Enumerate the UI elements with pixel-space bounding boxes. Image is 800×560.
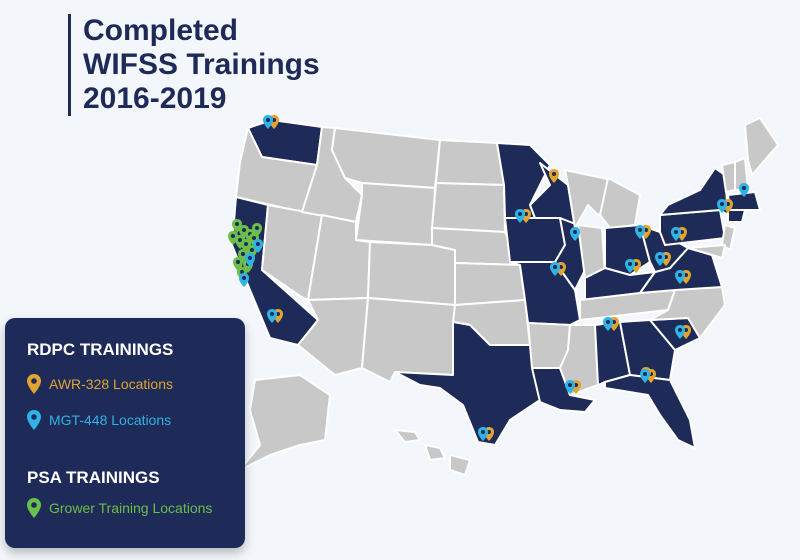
grower-label: Grower Training Locations	[49, 500, 213, 516]
map-pin-icon	[570, 227, 580, 241]
mgt-label: MGT-448 Locations	[49, 412, 172, 428]
map-pin-icon	[478, 427, 488, 441]
state-ny	[659, 167, 729, 216]
rdpc-heading: RDPC TRAININGS	[27, 340, 174, 359]
state-me	[744, 117, 779, 176]
state-nm	[361, 297, 456, 383]
map-pin-icon	[27, 498, 41, 518]
map-pin-icon	[739, 183, 749, 197]
title-line-1: Completed	[83, 14, 239, 47]
map-pin-icon	[550, 262, 560, 276]
state-fl	[604, 374, 696, 449]
map-pin-icon	[239, 273, 249, 287]
state-pa	[659, 209, 726, 246]
state-co	[367, 241, 456, 306]
map-pin-icon	[253, 239, 263, 253]
map-pin-icon	[549, 169, 559, 183]
map-pin-icon	[515, 209, 525, 223]
map-pin-icon	[565, 380, 575, 394]
title-line-2: WIFSS Trainings	[83, 48, 320, 81]
map-pin-icon	[267, 309, 277, 323]
state-nd	[435, 139, 505, 186]
state-tx	[394, 321, 541, 446]
legend-panel: RDPC TRAININGS AWR-328 Locations MGT-448…	[5, 318, 245, 548]
state-nj	[721, 224, 736, 251]
title-line-3: 2016-2019	[83, 82, 227, 115]
state-mt	[331, 127, 441, 189]
map-pin-icon	[625, 259, 635, 273]
state-hi	[394, 429, 471, 476]
state-az	[297, 297, 369, 376]
map-pin-icon	[675, 325, 685, 339]
map-pin-icon	[27, 374, 41, 394]
map-pin-icon	[245, 253, 255, 267]
state-wy	[355, 182, 436, 246]
state-ia	[504, 217, 566, 263]
map-pin-icon	[717, 199, 727, 213]
map-pin-icon	[228, 231, 238, 245]
map-pin-icon	[603, 317, 613, 331]
map-pin-icon	[671, 227, 681, 241]
state-ak	[239, 374, 331, 471]
map-pin-icon	[640, 369, 650, 383]
awr-label: AWR-328 Locations	[49, 376, 173, 392]
legend-grower: Grower Training Locations	[27, 498, 212, 518]
psa-heading: PSA TRAININGS	[27, 468, 160, 487]
map-pin-icon	[27, 410, 41, 430]
state-ct	[727, 209, 746, 223]
state-mi	[599, 177, 641, 229]
map-pin-icon	[263, 115, 273, 129]
state-sd	[431, 182, 506, 233]
legend-awr: AWR-328 Locations	[27, 374, 173, 394]
state-ks	[454, 262, 526, 306]
map-pin-icon	[252, 223, 262, 237]
map-pin-icon	[655, 252, 665, 266]
title-block: Completed WIFSS Trainings 2016-2019	[68, 14, 320, 116]
legend-mgt: MGT-448 Locations	[27, 410, 171, 430]
map-pin-icon	[635, 225, 645, 239]
map-pin-icon	[675, 270, 685, 284]
state-md	[687, 244, 726, 259]
